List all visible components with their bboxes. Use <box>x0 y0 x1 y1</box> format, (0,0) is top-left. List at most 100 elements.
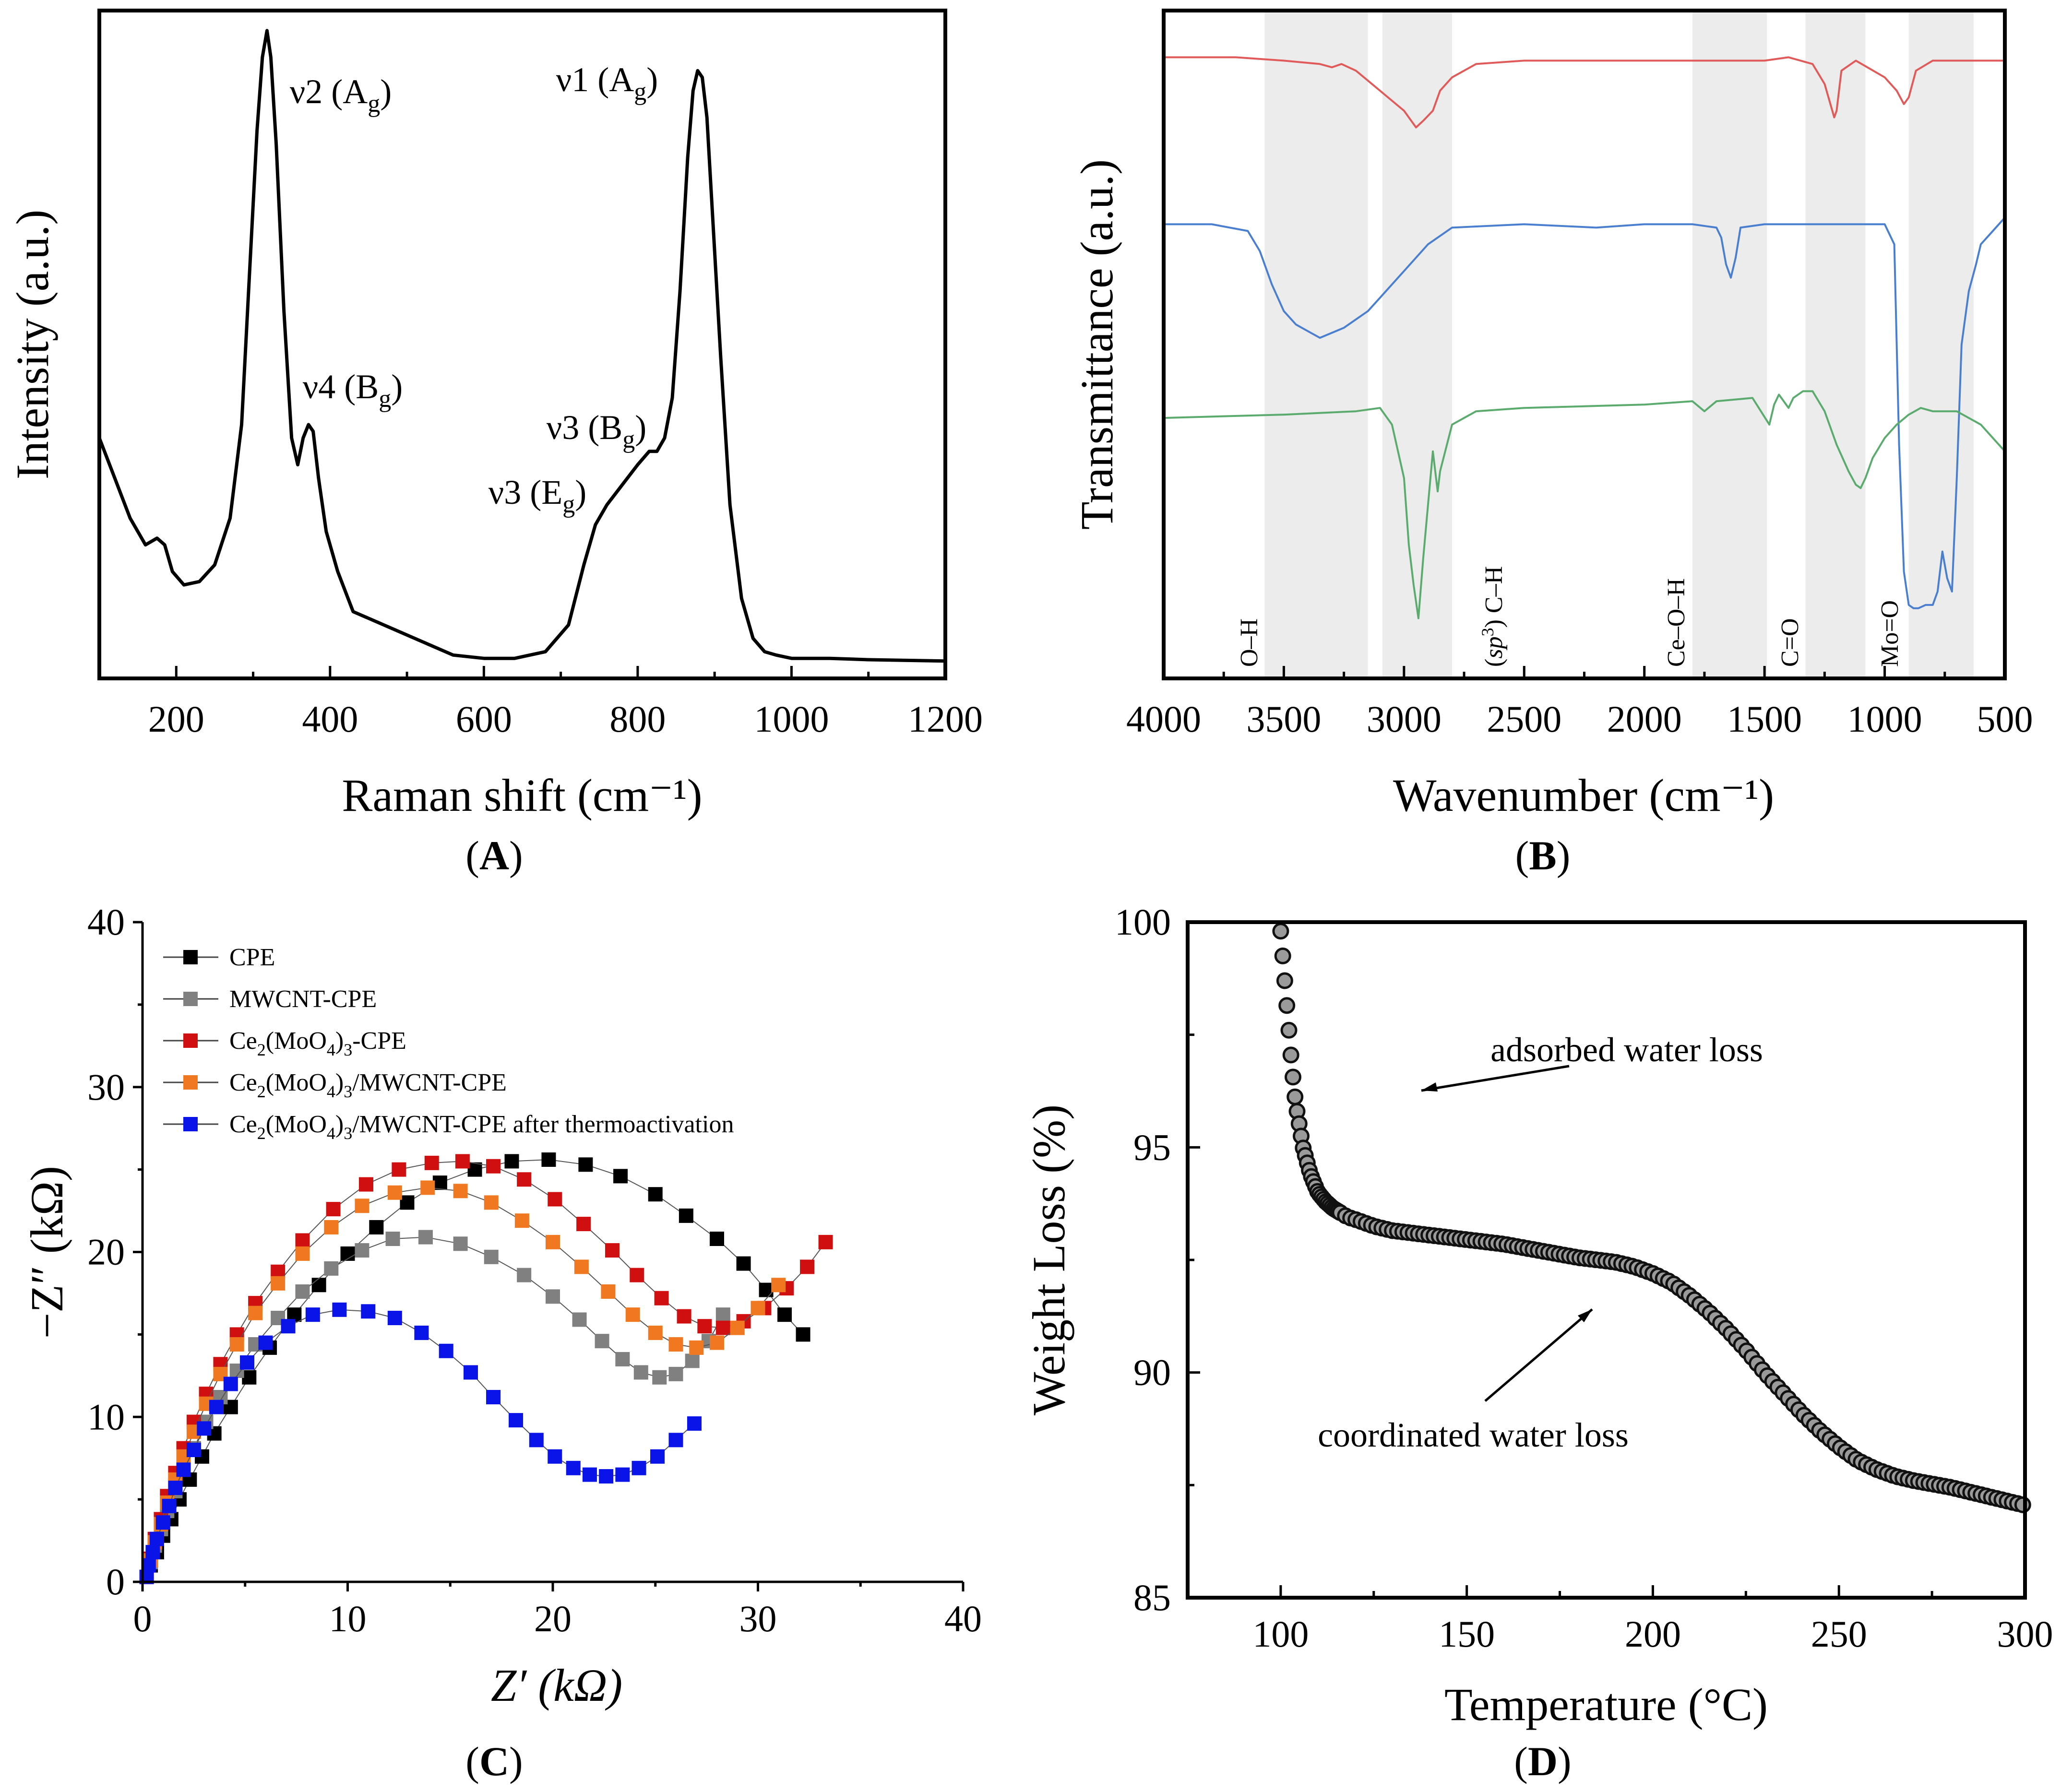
panel-d-letter: D <box>1528 1738 1558 1784</box>
panel-c-y-label: −Z″ (kΩ) <box>21 1166 72 1339</box>
panel-b-letter: B <box>1529 832 1556 878</box>
panel-b-spectrum-line <box>1163 390 2006 619</box>
panel-b-x-tick-label: 2500 <box>1487 698 1561 740</box>
panel-d-point <box>1274 947 1291 964</box>
panel-a-y-label: Intensity (a.u.) <box>7 210 58 480</box>
panel-c-point <box>517 1268 532 1282</box>
panel-c-point <box>355 1243 369 1258</box>
panel-a-peak-label: ν1 (Ag) <box>556 60 658 106</box>
panel-a-label: (A) <box>465 832 523 878</box>
panel-b-x-tick-label: 500 <box>1977 698 2033 740</box>
panel-b-band <box>1805 12 1866 676</box>
panel-c-point <box>484 1195 499 1210</box>
panel-d-plot-area <box>1272 923 2031 1513</box>
panel-d-point <box>1278 997 1296 1014</box>
panel-c-point <box>633 1365 648 1380</box>
panel-c-point <box>652 1370 667 1385</box>
panel-c-point <box>548 1449 562 1464</box>
panel-c-x-tick-label: 30 <box>739 1598 777 1639</box>
panel-c-point <box>509 1413 524 1428</box>
panel-b-plot-area <box>1163 56 2006 619</box>
panel-c-point <box>420 1180 435 1195</box>
panel-c-point <box>668 1366 683 1381</box>
panel-c-x-tick-label: 0 <box>133 1598 152 1639</box>
panel-c-legend-label: CPE <box>229 944 275 971</box>
panel-c-point <box>424 1155 439 1170</box>
panel-c-point <box>517 1172 532 1187</box>
panel-c-point <box>467 1162 482 1177</box>
panel-c-point <box>796 1327 810 1342</box>
panel-b-x-tick-label: 3000 <box>1367 698 1442 740</box>
panel-c-point <box>385 1232 400 1246</box>
panel-a-raman-line <box>97 29 946 663</box>
panel-c-legend-marker <box>183 950 198 964</box>
panel-b-band-label: O–H <box>1236 618 1263 667</box>
panel-c-point <box>599 1469 614 1483</box>
panel-c-point <box>687 1416 702 1431</box>
panel-c-point <box>613 1169 628 1184</box>
panel-c-point <box>668 1337 683 1352</box>
panel-c-y-tick-label: 30 <box>87 1066 125 1108</box>
panel-d-x-tick-label: 200 <box>1625 1613 1681 1655</box>
panel-c: 0 10 20 30 40 0 10 20 30 40 Z′ (kΩ) −Z″ (kΩ) CPE M… <box>21 901 982 1784</box>
panel-c-point <box>730 1320 745 1335</box>
panel-a: 200 400 600 800 1000 1200 Raman shift (cm⁻¹) … <box>7 9 983 878</box>
panel-c-point <box>615 1467 630 1482</box>
panel-c-x-tick-label: 10 <box>329 1598 367 1639</box>
panel-c-point <box>305 1307 320 1322</box>
panel-c-ticks: 0 10 20 30 40 0 10 20 30 40 <box>87 901 982 1639</box>
panel-a-x-tick-label: 1000 <box>754 698 829 740</box>
panel-b-band <box>1908 12 1974 676</box>
panel-c-point <box>324 1261 339 1276</box>
panel-c-point <box>455 1154 470 1169</box>
panel-b-band <box>1382 12 1453 676</box>
panel-c-point <box>759 1282 774 1297</box>
panel-b-x-tick-label: 2000 <box>1607 698 1682 740</box>
panel-c-point <box>771 1278 786 1293</box>
panel-c-legend-label: Ce2(MoO4)3/MWCNT-CPE <box>229 1069 507 1101</box>
panel-c-point <box>486 1390 501 1404</box>
panel-c-point <box>630 1268 644 1282</box>
panel-c-point <box>400 1195 415 1210</box>
panel-c-point <box>648 1187 663 1202</box>
panel-b-x-tick-label: 1500 <box>1727 698 1802 740</box>
panel-c-point <box>578 1157 593 1172</box>
panel-c-point <box>355 1199 369 1213</box>
panel-c-legend: CPE MWCNT-CPE Ce2(MoO4)3-CPE Ce2(MoO4)3/MWC… <box>163 944 734 1143</box>
panel-c-point <box>595 1334 609 1349</box>
panel-b-spectrum-line <box>1164 56 2005 129</box>
panel-d-y-tick-label: 100 <box>1115 901 1171 943</box>
panel-c-point <box>677 1309 691 1324</box>
panel-c-point <box>332 1302 347 1317</box>
panel-c-point <box>414 1325 429 1340</box>
panel-b: 4000 3500 3000 2500 2000 1500 1000 500 Wavenumb… <box>1071 9 2033 878</box>
panel-c-point <box>358 1177 373 1192</box>
panel-c-point <box>574 1259 589 1274</box>
panel-c-legend-label: MWCNT-CPE <box>229 985 377 1013</box>
panel-d-y-label: Weight Loss (%) <box>1023 1104 1074 1415</box>
panel-c-point <box>295 1284 310 1299</box>
panel-c-point <box>546 1289 560 1304</box>
panel-c-legend-marker <box>183 1033 198 1048</box>
panel-b-band <box>1264 12 1368 676</box>
panel-c-point <box>541 1152 556 1167</box>
annotation-coordinated-water: coordinated water loss <box>1318 1416 1629 1454</box>
panel-b-band-label: (sp3) C–H <box>1478 566 1508 667</box>
panel-a-letter: A <box>479 832 509 878</box>
annotation-coordinated-arrow-line <box>1484 1308 1593 1402</box>
panel-c-y-tick-label: 0 <box>106 1561 125 1602</box>
panel-d-point <box>1282 1046 1299 1064</box>
panel-c-point <box>546 1234 560 1249</box>
panel-a-x-tick-label: 400 <box>302 698 358 740</box>
panel-c-legend-label: Ce2(MoO4)3-CPE <box>229 1027 406 1059</box>
panel-c-point <box>149 1531 164 1546</box>
panel-c-point <box>615 1352 630 1366</box>
panel-c-point <box>576 1217 591 1232</box>
panel-c-point <box>418 1230 433 1245</box>
panel-a-peak-label: ν4 (Bg) <box>303 368 403 413</box>
panel-d-y-tick-label: 95 <box>1133 1126 1171 1168</box>
panel-b-band-labels: O–H (sp3) C–H Ce–O–H C=O Mo=O <box>1236 566 1904 667</box>
panel-c-point <box>548 1192 562 1207</box>
panel-b-band-label: Ce–O–H <box>1663 578 1690 667</box>
